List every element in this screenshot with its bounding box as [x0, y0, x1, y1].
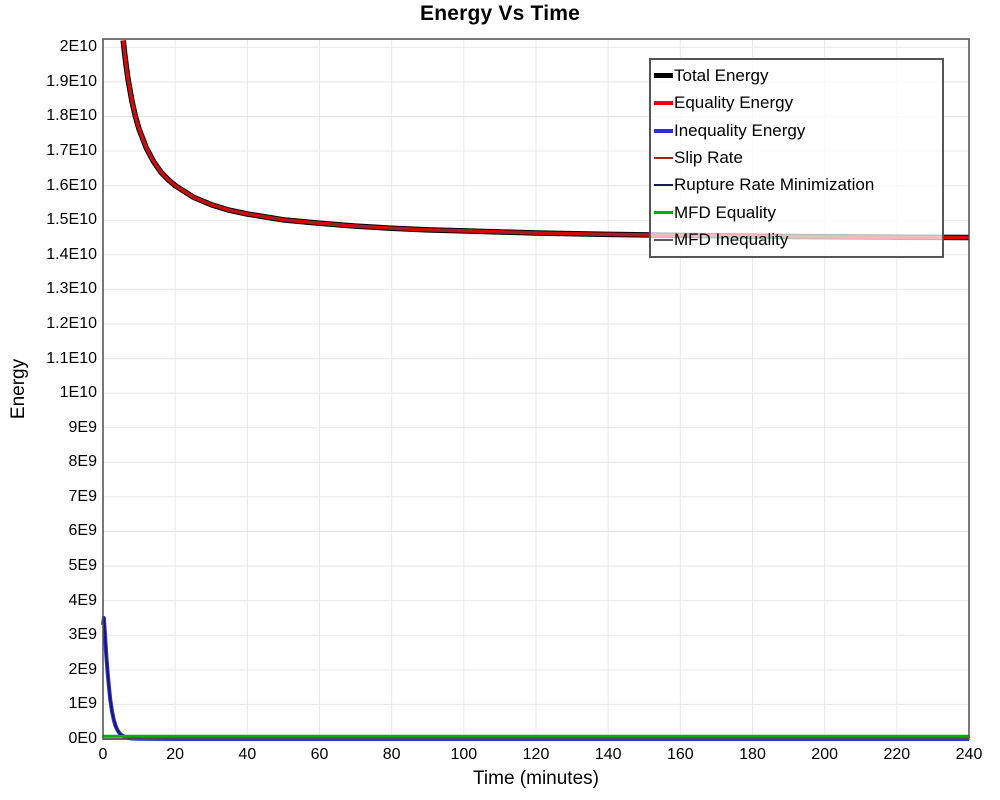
y-tick-label: 6E9 — [68, 522, 97, 540]
legend-swatch-icon — [654, 101, 673, 106]
legend-label: Equality Energy — [674, 93, 794, 113]
legend-swatch-icon — [654, 184, 673, 187]
plot-frame — [102, 38, 970, 740]
y-tick-label: 0E0 — [68, 730, 97, 747]
y-tick-label: 1.9E10 — [46, 72, 97, 90]
x-tick-label: 120 — [522, 746, 550, 763]
legend-item-equality-energy: Equality Energy — [654, 90, 942, 117]
x-tick-label: 200 — [811, 746, 838, 763]
legend-label: Total Energy — [674, 65, 769, 85]
legend-item-mfd-equality: MFD Equality — [654, 199, 942, 226]
legend-item-inequality-energy: Inequality Energy — [654, 117, 942, 144]
legend-label: MFD Equality — [674, 202, 777, 222]
legend-item-slip-rate: Slip Rate — [654, 144, 942, 171]
series-line-slip-rate — [122, 40, 970, 239]
y-tick-label: 1.2E10 — [46, 314, 97, 332]
legend-swatch-icon — [654, 128, 673, 133]
y-tick-label: 9E9 — [68, 418, 97, 436]
x-tick-label: 220 — [883, 746, 911, 763]
y-tick-label: 4E9 — [68, 591, 97, 609]
legend-swatch-icon — [654, 211, 673, 215]
legend-swatch-icon — [654, 156, 673, 159]
x-tick-label: 140 — [594, 746, 622, 763]
legend-item-mfd-inequality: MFD Inequality — [654, 227, 942, 254]
legend-label: MFD Inequality — [674, 230, 789, 250]
x-tick-label: 240 — [955, 746, 983, 763]
y-tick-label: 7E9 — [68, 487, 97, 505]
x-tick-label: 60 — [310, 746, 329, 763]
y-tick-label: 1.3E10 — [46, 280, 97, 298]
x-tick-label: 100 — [450, 746, 478, 763]
legend-label: Slip Rate — [674, 147, 743, 167]
legend-label: Inequality Energy — [674, 120, 806, 140]
y-tick-label: 5E9 — [68, 557, 97, 575]
y-tick-label: 1.6E10 — [46, 176, 97, 194]
y-tick-label: 2E9 — [68, 660, 97, 678]
x-tick-label: 0 — [98, 746, 108, 763]
y-tick-label: 1.5E10 — [46, 211, 97, 229]
y-tick-label: 1.7E10 — [46, 142, 97, 160]
legend-label: Rupture Rate Minimization — [674, 175, 875, 195]
legend-item-rupture-rate-minimization: Rupture Rate Minimization — [654, 172, 942, 199]
legend: Total Energy Equality Energy Inequality En… — [649, 58, 944, 258]
x-tick-label: 20 — [166, 746, 185, 763]
chart-title: Energy Vs Time — [420, 2, 580, 25]
legend-swatch-icon — [654, 239, 673, 242]
x-tick-label: 160 — [666, 746, 694, 763]
y-tick-label: 3E9 — [68, 626, 97, 644]
y-tick-label: 1.1E10 — [46, 349, 97, 367]
legend-swatch-icon — [654, 73, 673, 79]
y-tick-label: 1.8E10 — [46, 107, 97, 125]
y-tick-label: 1.4E10 — [46, 245, 97, 263]
y-tick-label: 8E9 — [68, 453, 97, 471]
x-axis-label: Time (minutes) — [473, 768, 599, 789]
y-tick-label: 1E10 — [59, 384, 97, 402]
y-tick-label: 2E10 — [59, 38, 97, 56]
x-tick-label: 80 — [382, 746, 401, 763]
legend-item-total-energy: Total Energy — [654, 62, 942, 89]
y-tick-label: 1E9 — [68, 695, 97, 713]
x-tick-label: 180 — [739, 746, 766, 763]
x-tick-label: 40 — [238, 746, 257, 763]
